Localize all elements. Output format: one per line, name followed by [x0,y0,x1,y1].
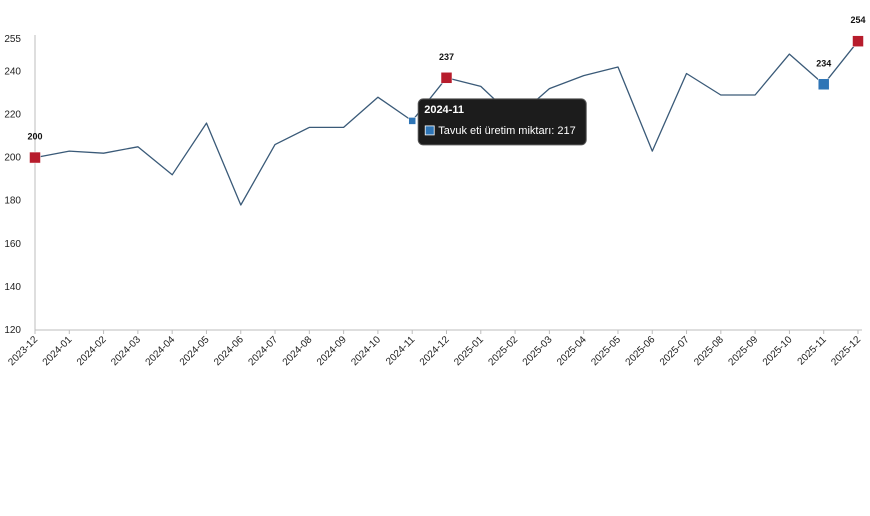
y-tick-label: 180 [4,196,21,207]
data-label: 237 [439,52,454,62]
x-tick-label: 2024-06 [212,334,246,368]
x-tick-label: 2023-12 [6,334,40,368]
tooltip-series-swatch [424,125,435,136]
x-tick-label: 2025-09 [727,334,761,368]
tooltip-box [417,98,587,146]
data-point-marker[interactable] [440,72,453,84]
x-tick-label: 2025-03 [521,334,555,368]
data-point-marker[interactable] [29,151,41,164]
x-tick-label: 2025-12 [829,334,863,368]
tooltip-text: Tavuk eti üretim miktarı: 217 [438,125,576,137]
x-tick-label: 2024-03 [109,334,143,368]
y-tick-label: 120 [4,325,21,336]
x-tick-label: 2024-11 [384,334,418,368]
y-tick-label: 200 [4,153,21,164]
x-tick-label: 2025-02 [486,334,520,368]
y-tick-label: 240 [4,66,21,77]
x-tick-label: 2025-10 [761,334,795,368]
x-tick-label: 2024-07 [246,334,280,368]
tooltip-title: 2024-11 [424,104,464,116]
x-tick-label: 2025-11 [796,334,830,368]
x-tick-label: 2025-08 [692,334,726,368]
x-tick-label: 2024-09 [315,334,349,368]
x-tick-label: 2025-06 [624,334,658,368]
y-tick-label: 140 [4,282,21,293]
x-tick-label: 2024-01 [41,334,75,368]
x-axis: 2023-12 2024-01 2024-02 2024-03 2024-04 2024-… [6,329,863,368]
x-tick-label: 2024-12 [418,334,452,368]
data-label: 200 [27,132,42,142]
y-tick-label: 220 [4,109,21,120]
data-point-marker[interactable] [817,78,830,91]
highlight-markers: 200 237 234 254 [27,15,866,164]
x-tick-label: 2025-07 [658,334,692,368]
x-tick-label: 2024-04 [144,334,178,368]
tooltip: 2024-11 Tavuk eti üretim miktarı: 217 [417,98,587,146]
y-tick-label: 160 [4,239,21,250]
x-tick-label: 2025-01 [452,334,486,368]
x-tick-label: 2025-05 [589,334,623,368]
x-tick-label: 2024-05 [178,334,212,368]
x-tick-label: 2024-02 [75,334,109,368]
y-axis: 120 140 160 180 200 220 240 255 [4,34,36,336]
data-label: 234 [816,58,831,68]
x-tick-label: 2024-08 [281,334,315,368]
data-point-marker[interactable] [408,117,416,125]
data-point-marker[interactable] [852,35,864,47]
y-tick-label: 255 [4,34,21,45]
x-tick-label: 2024-10 [349,334,383,368]
x-tick-label: 2025-04 [555,334,589,368]
data-label: 254 [850,15,865,25]
